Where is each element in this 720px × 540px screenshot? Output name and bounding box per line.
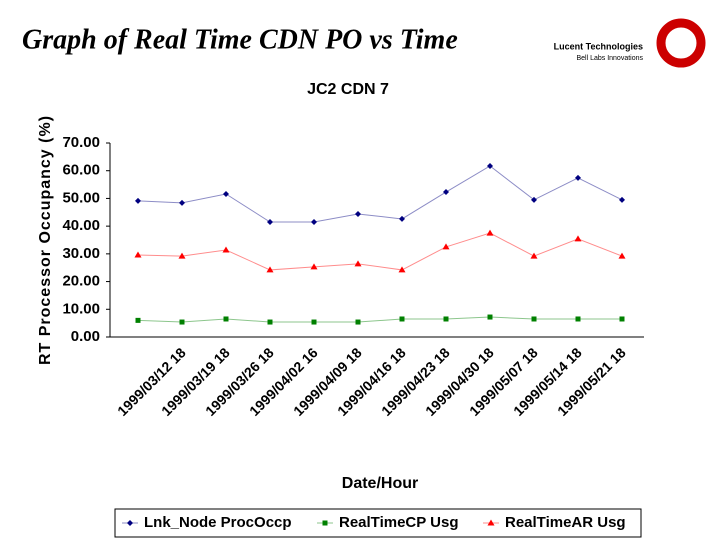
legend-marker (127, 520, 133, 526)
legend-label: Lnk_Node ProcOccp (144, 514, 292, 531)
legend-label: RealTimeAR Usg (505, 514, 626, 531)
marker (267, 218, 273, 225)
marker (487, 163, 493, 170)
legend-marker (487, 519, 495, 526)
marker (222, 246, 230, 253)
marker (178, 252, 186, 259)
marker (619, 196, 625, 203)
marker (487, 314, 493, 320)
y-tick-label: 0.00 (71, 328, 100, 345)
marker (575, 316, 581, 322)
y-tick-label: 30.00 (62, 245, 100, 262)
y-tick-label: 40.00 (62, 217, 100, 234)
marker (179, 199, 185, 206)
y-tick-label: 50.00 (62, 189, 100, 206)
marker (619, 316, 625, 322)
marker (267, 319, 273, 325)
marker (354, 260, 362, 267)
marker (575, 174, 581, 181)
marker (531, 316, 537, 322)
marker (310, 263, 318, 270)
series-line (137, 232, 623, 271)
marker (442, 243, 450, 250)
marker (223, 190, 229, 197)
legend-box (114, 508, 642, 538)
marker (179, 319, 185, 325)
marker (398, 266, 406, 273)
company-name: Lucent Technologies (554, 41, 643, 51)
company-tagline: Bell Labs Innovations (576, 55, 643, 62)
marker (266, 266, 274, 273)
y-tick-label: 60.00 (62, 162, 100, 179)
y-axis-label: RT Processor Occupancy (%) (37, 115, 54, 365)
series-line (137, 165, 623, 223)
marker (443, 316, 449, 322)
marker (135, 317, 141, 323)
marker (134, 251, 142, 258)
marker (311, 319, 317, 325)
legend-marker (322, 520, 328, 526)
legend-label: RealTimeCP Usg (339, 514, 459, 531)
series-line (137, 316, 622, 323)
marker (399, 215, 405, 222)
y-tick-label: 10.00 (62, 300, 100, 317)
marker (531, 196, 537, 203)
marker (574, 235, 582, 242)
marker (311, 218, 317, 225)
y-tick-label: 70.00 (62, 134, 100, 151)
marker (355, 319, 361, 325)
y-tick-label: 20.00 (62, 273, 100, 290)
marker (530, 252, 538, 259)
marker (223, 316, 229, 322)
marker (135, 197, 141, 204)
marker (399, 316, 405, 322)
marker (486, 229, 494, 236)
marker (443, 189, 449, 196)
marker (355, 210, 361, 217)
marker (618, 252, 626, 259)
x-axis-label: Date/Hour (342, 475, 418, 492)
chart-title: JC2 CDN 7 (307, 81, 389, 98)
logo (656, 18, 706, 68)
slide-title: Graph of Real Time CDN PO vs Time (22, 24, 458, 55)
